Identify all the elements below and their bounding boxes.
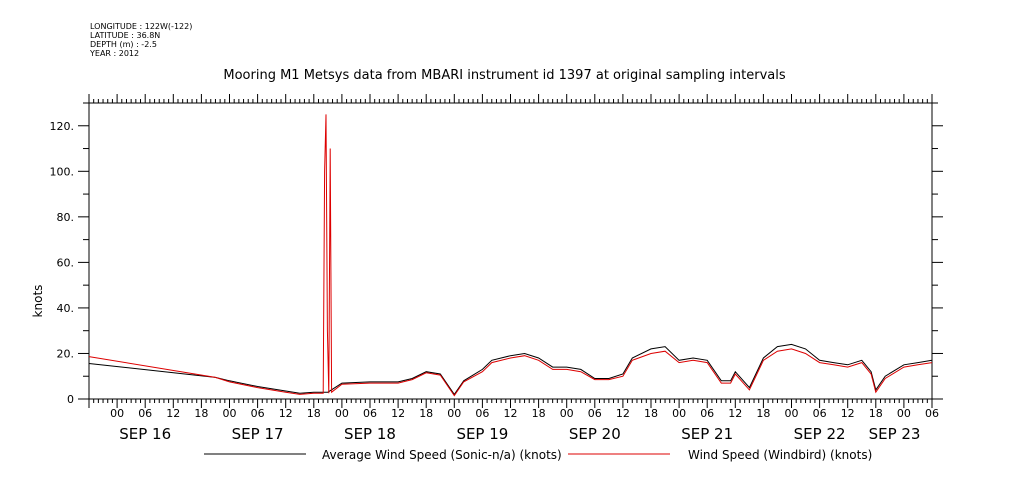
- station-metadata: LONGITUDE : 122W(-122) LATITUDE : 36.8N …: [90, 22, 192, 58]
- y-tick-label: 120.: [50, 120, 75, 133]
- x-hour-label: 06: [588, 407, 602, 420]
- year-text: YEAR : 2012: [90, 49, 140, 58]
- x-hour-label: 18: [419, 407, 433, 420]
- x-date-label: SEP 23: [869, 425, 921, 443]
- y-tick-label: 0: [67, 393, 74, 406]
- x-hour-label: 12: [391, 407, 405, 420]
- x-date-label: SEP 22: [794, 425, 846, 443]
- x-hour-label: 06: [251, 407, 265, 420]
- x-date-label: SEP 20: [569, 425, 621, 443]
- x-hour-label: 00: [672, 407, 686, 420]
- x-hour-label: 00: [110, 407, 124, 420]
- y-tick-label: 100.: [50, 165, 75, 178]
- y-tick-label: 40.: [57, 302, 75, 315]
- x-date-label: SEP 16: [119, 425, 171, 443]
- x-date-label: SEP 19: [456, 425, 508, 443]
- x-hour-label: 12: [504, 407, 518, 420]
- chart-title: Mooring M1 Metsys data from MBARI instru…: [223, 68, 786, 83]
- x-hour-label: 00: [447, 407, 461, 420]
- plot-frame: [88, 102, 933, 400]
- x-hour-label: 12: [279, 407, 293, 420]
- x-hour-label: 18: [869, 407, 883, 420]
- x-hour-label: 18: [307, 407, 321, 420]
- y-tick-label: 80.: [57, 211, 75, 224]
- x-hour-label: 12: [728, 407, 742, 420]
- x-hour-label: 18: [532, 407, 546, 420]
- x-hour-label: 00: [560, 407, 574, 420]
- x-hour-label: 12: [841, 407, 855, 420]
- x-hour-label: 00: [335, 407, 349, 420]
- x-hour-label: 06: [700, 407, 714, 420]
- x-hour-label: 00: [785, 407, 799, 420]
- series-line-1: [88, 114, 933, 397]
- x-hour-label: 18: [644, 407, 658, 420]
- legend-label-1: Wind Speed (Windbird) (knots): [688, 448, 872, 462]
- x-hour-label: 00: [223, 407, 237, 420]
- x-date-label: SEP 18: [344, 425, 396, 443]
- latitude-text: LATITUDE : 36.8N: [90, 31, 161, 40]
- x-hour-label: 06: [925, 407, 939, 420]
- x-date-label: SEP 21: [681, 425, 733, 443]
- x-hour-label: 06: [475, 407, 489, 420]
- x-hour-label: 06: [138, 407, 152, 420]
- depth-text: DEPTH (m) : -2.5: [90, 40, 157, 49]
- y-tick-label: 20.: [57, 347, 75, 360]
- x-hour-label: 18: [756, 407, 770, 420]
- x-hour-label: 18: [194, 407, 208, 420]
- longitude-text: LONGITUDE : 122W(-122): [90, 22, 193, 31]
- legend-label-0: Average Wind Speed (Sonic-n/a) (knots): [322, 448, 562, 462]
- y-tick-label: 60.: [57, 256, 75, 269]
- x-hour-label: 06: [813, 407, 827, 420]
- x-hour-label: 12: [166, 407, 180, 420]
- x-hour-label: 12: [616, 407, 630, 420]
- x-hour-label: 06: [363, 407, 377, 420]
- y-axis-label: knots: [31, 285, 45, 318]
- series-line-0: [88, 343, 933, 396]
- x-date-label: SEP 17: [232, 425, 284, 443]
- x-hour-label: 00: [897, 407, 911, 420]
